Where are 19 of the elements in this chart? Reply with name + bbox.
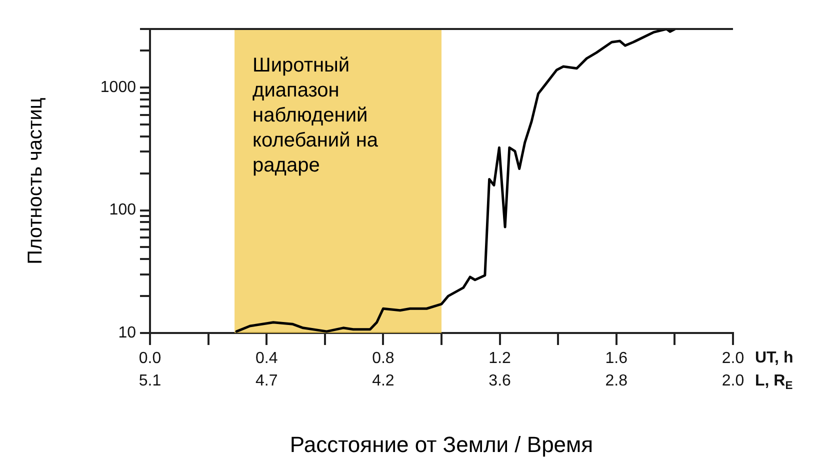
x-tick-label: 1.2 (488, 350, 512, 368)
x-axis-title: Расстояние от Земли / Время (290, 432, 594, 457)
text: 2.8 (605, 372, 628, 390)
x-tick-label: 0.8 (372, 350, 394, 368)
text: 4.7 (255, 372, 278, 390)
x-tick-label: 1.6 (605, 350, 628, 368)
x-tick-label: 2.0 (722, 350, 744, 368)
text: 4.2 (372, 372, 394, 390)
x-tick-label: 0.4 (255, 350, 278, 368)
y-tick-label: 10 (118, 324, 136, 342)
text: 2.0 (722, 372, 744, 390)
x-tick-label: 0.0 (138, 350, 162, 368)
y-axis-title: Плотность частиц (24, 98, 47, 264)
text: 3.6 (488, 372, 512, 390)
text: 5.1 (138, 372, 162, 390)
text: UT, h (755, 349, 794, 366)
y-tick-label: 1000 (100, 78, 136, 96)
band-label: Широтный диапазон наблюдений колебаний на радаре (252, 54, 379, 177)
y-tick-label: 100 (109, 202, 136, 219)
